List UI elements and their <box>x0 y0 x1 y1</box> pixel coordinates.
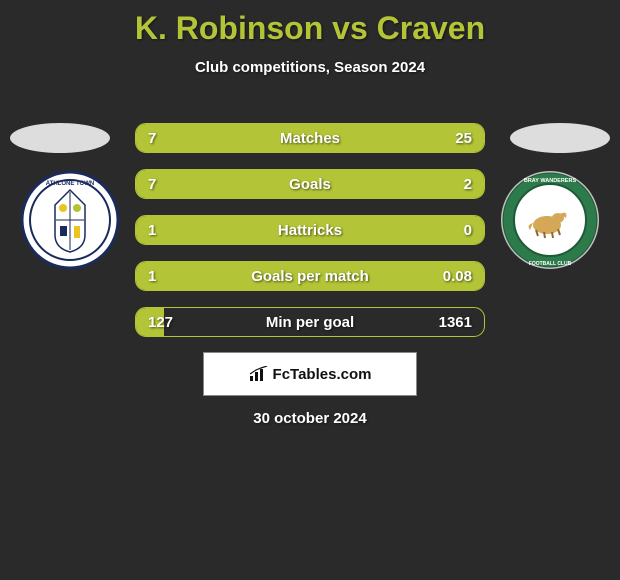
svg-text:BRAY WANDERERS: BRAY WANDERERS <box>524 178 577 184</box>
subtitle: Club competitions, Season 2024 <box>0 59 620 76</box>
svg-text:FOOTBALL CLUB: FOOTBALL CLUB <box>529 261 572 267</box>
stat-value-right: 0 <box>464 216 472 245</box>
fctables-attribution[interactable]: FcTables.com <box>203 352 417 396</box>
stat-row-hattricks: 1 Hattricks 0 <box>135 215 485 245</box>
fctables-label: FcTables.com <box>273 366 372 383</box>
stat-row-min-per-goal: 127 Min per goal 1361 <box>135 307 485 337</box>
stat-value-right: 1361 <box>439 308 472 337</box>
stat-value-right: 2 <box>464 170 472 199</box>
svg-text:ATHLONE TOWN: ATHLONE TOWN <box>46 181 94 187</box>
stat-label: Goals per match <box>136 262 484 291</box>
stat-label: Goals <box>136 170 484 199</box>
left-team-badge: ATHLONE TOWN <box>20 170 120 270</box>
stat-value-right: 25 <box>455 124 472 153</box>
stat-label: Matches <box>136 124 484 153</box>
stat-value-right: 0.08 <box>443 262 472 291</box>
stat-row-goals-per-match: 1 Goals per match 0.08 <box>135 261 485 291</box>
page-title: K. Robinson vs Craven <box>0 0 620 47</box>
stat-label: Min per goal <box>136 308 484 337</box>
right-flag-placeholder <box>510 123 610 153</box>
right-team-badge: BRAY WANDERERS FOOTBALL CLUB <box>500 170 600 270</box>
stat-row-matches: 7 Matches 25 <box>135 123 485 153</box>
chart-icon <box>249 366 269 382</box>
stats-container: 7 Matches 25 7 Goals 2 1 Hattricks 0 1 G… <box>135 123 485 353</box>
left-flag-placeholder <box>10 123 110 153</box>
stat-label: Hattricks <box>136 216 484 245</box>
stat-row-goals: 7 Goals 2 <box>135 169 485 199</box>
footer-date: 30 october 2024 <box>0 410 620 427</box>
